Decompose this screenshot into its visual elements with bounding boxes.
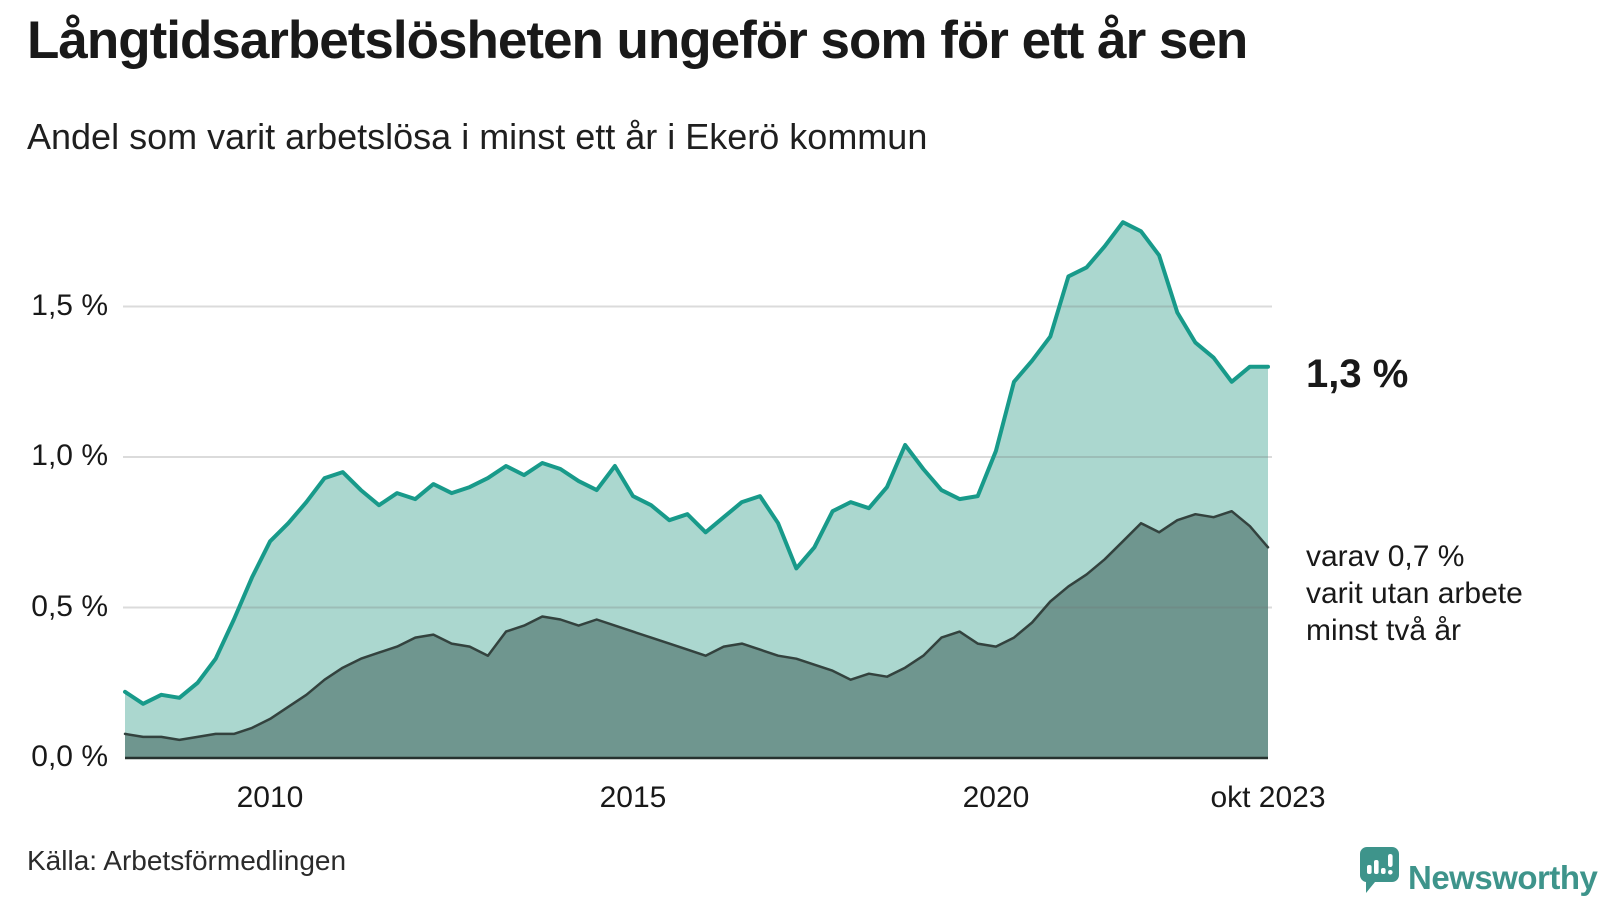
area-chart (123, 220, 1272, 760)
x-axis-tick-label: 2015 (599, 781, 667, 814)
x-axis-tick-label: 2020 (962, 781, 1030, 814)
newsworthy-logo-text: Newsworthy (1408, 859, 1598, 896)
series2-end-value-label: varav 0,7 % varit utan arbete minst två … (1306, 538, 1523, 649)
y-axis-tick-label: 0,0 % (31, 740, 108, 773)
y-axis-tick-label: 1,5 % (31, 288, 108, 322)
x-axis-tick-label: okt 2023 (1210, 781, 1326, 814)
x-axis-tick-label: 2010 (236, 781, 304, 814)
series2-annotation-line1: varav 0,7 % (1306, 540, 1465, 573)
series-line (123, 220, 1270, 706)
newsworthy-chart-bubble-icon (1360, 847, 1399, 893)
series2-annotation-line2: varit utan arbete (1306, 577, 1523, 610)
series1-end-value-label: 1,3 % (1306, 352, 1409, 396)
page-title: Långtidsarbetslösheten ungeför som för e… (27, 11, 1248, 70)
newsworthy-logo: Newsworthy (1360, 845, 1600, 900)
page-subtitle: Andel som varit arbetslösa i minst ett å… (27, 116, 928, 157)
series-area (125, 511, 1268, 758)
series-area (125, 222, 1268, 758)
series2-annotation-line3: minst två år (1306, 614, 1462, 647)
y-axis-tick-label: 0,5 % (31, 589, 108, 623)
y-axis-tick-label: 1,0 % (31, 439, 108, 472)
source-label: Källa: Arbetsförmedlingen (27, 845, 347, 876)
series-line (123, 509, 1270, 742)
